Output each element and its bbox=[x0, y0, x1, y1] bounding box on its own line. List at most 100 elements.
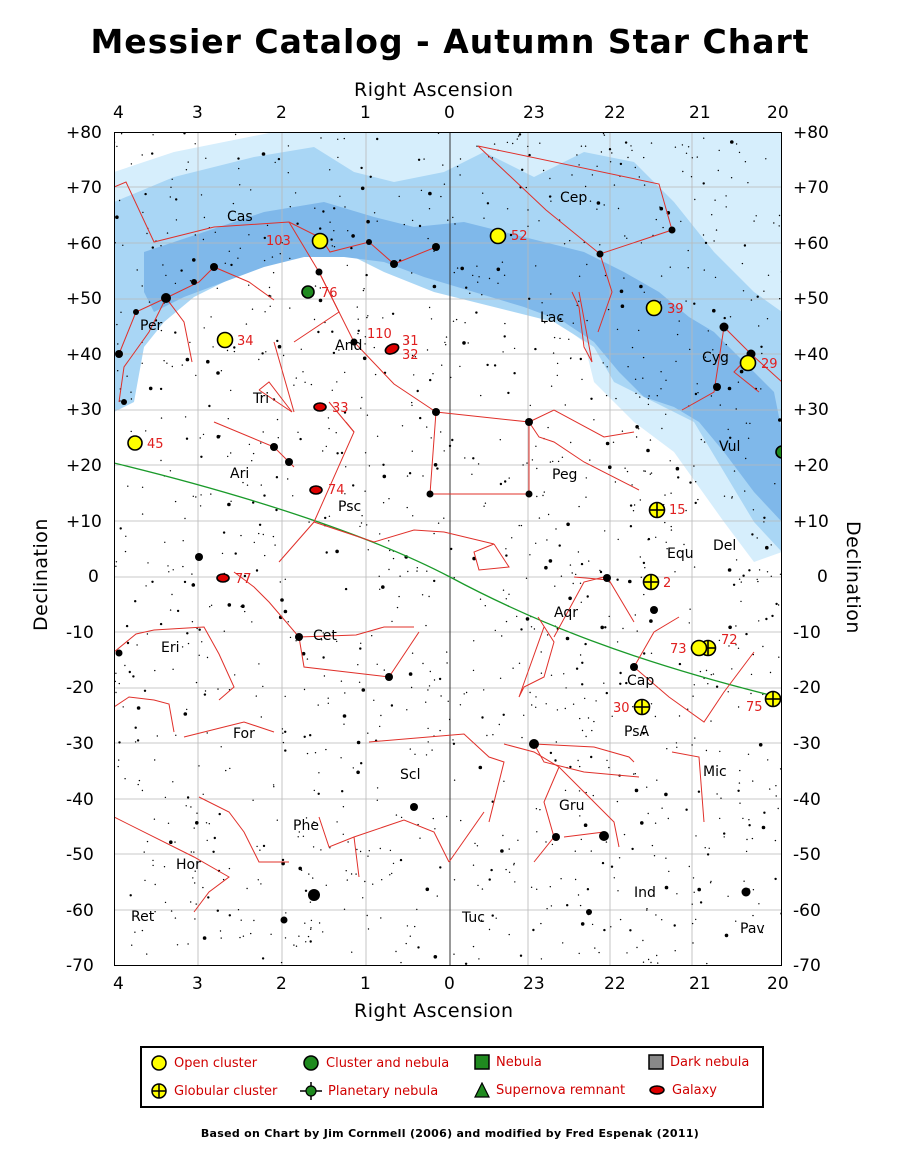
star bbox=[604, 530, 606, 532]
star bbox=[646, 448, 650, 453]
milky-way-inner bbox=[144, 202, 782, 522]
star bbox=[388, 540, 390, 542]
star bbox=[700, 438, 702, 441]
star bbox=[563, 243, 566, 245]
star bbox=[586, 888, 590, 891]
star bbox=[298, 866, 302, 871]
star bbox=[685, 509, 687, 512]
star bbox=[357, 329, 360, 332]
ra-tick: 0 bbox=[444, 103, 455, 123]
star bbox=[502, 713, 505, 716]
star bbox=[519, 954, 523, 957]
legend-label: Supernova remnant bbox=[496, 1082, 626, 1098]
star bbox=[433, 579, 436, 583]
star bbox=[276, 819, 278, 821]
star bbox=[146, 840, 149, 843]
star bbox=[446, 662, 448, 664]
star bbox=[367, 928, 370, 930]
star bbox=[392, 862, 395, 865]
star bbox=[167, 565, 169, 567]
ra-tick: 1 bbox=[360, 974, 371, 994]
legend-label: Dark nebula bbox=[670, 1054, 750, 1070]
star bbox=[227, 603, 232, 607]
ra-tick: 2 bbox=[276, 103, 287, 123]
star bbox=[534, 347, 537, 351]
star bbox=[381, 585, 385, 589]
star bbox=[738, 782, 741, 784]
star bbox=[259, 849, 261, 851]
star bbox=[422, 475, 424, 477]
star bbox=[174, 331, 177, 334]
star bbox=[651, 844, 654, 847]
star bbox=[620, 304, 625, 308]
star bbox=[277, 344, 282, 349]
star bbox=[649, 439, 652, 441]
star bbox=[425, 754, 428, 756]
star bbox=[266, 224, 269, 227]
star bbox=[730, 177, 733, 179]
constellation-label: Phe bbox=[293, 818, 319, 834]
dec-tick: +70 bbox=[66, 178, 102, 198]
star bbox=[429, 378, 432, 382]
star bbox=[355, 873, 357, 875]
star bbox=[322, 656, 325, 659]
messier-label: 52 bbox=[511, 229, 528, 244]
star bbox=[529, 554, 531, 556]
star bbox=[757, 580, 759, 583]
star bbox=[132, 675, 135, 678]
ra-tick: 21 bbox=[689, 103, 711, 123]
star bbox=[478, 765, 483, 770]
star bbox=[533, 628, 536, 630]
star bbox=[638, 428, 640, 430]
star bbox=[359, 850, 362, 853]
star bbox=[501, 635, 503, 637]
star bbox=[619, 289, 624, 294]
star bbox=[512, 667, 514, 669]
star bbox=[680, 220, 682, 223]
star bbox=[750, 299, 753, 301]
star bbox=[579, 357, 582, 361]
star bbox=[130, 398, 133, 400]
star bbox=[578, 300, 580, 302]
star bbox=[153, 818, 156, 820]
star bbox=[473, 640, 475, 642]
star bbox=[683, 543, 685, 546]
star bbox=[146, 232, 148, 235]
star bbox=[191, 573, 193, 575]
star bbox=[321, 639, 323, 641]
star bbox=[360, 642, 362, 644]
star bbox=[399, 858, 403, 862]
star bbox=[364, 880, 366, 883]
star bbox=[631, 484, 633, 486]
legend-label: Nebula bbox=[496, 1054, 542, 1070]
star bbox=[224, 262, 226, 264]
star bbox=[366, 914, 368, 917]
star bbox=[665, 857, 667, 859]
star bbox=[287, 172, 289, 174]
star bbox=[115, 565, 117, 567]
star bbox=[559, 337, 561, 340]
star bbox=[752, 780, 754, 782]
star bbox=[279, 253, 281, 255]
dec-axis-title-left: Declination bbox=[30, 518, 52, 631]
star bbox=[282, 741, 285, 744]
star bbox=[411, 652, 414, 654]
star bbox=[191, 583, 196, 587]
star bbox=[687, 267, 689, 269]
star bbox=[585, 791, 587, 794]
dec-tick: +60 bbox=[793, 234, 829, 254]
star bbox=[245, 323, 248, 325]
star bbox=[357, 318, 359, 320]
star bbox=[160, 459, 162, 462]
dec-tick: -20 bbox=[66, 678, 94, 698]
star bbox=[419, 837, 421, 839]
star bbox=[146, 953, 148, 955]
star bbox=[340, 680, 343, 682]
star bbox=[635, 392, 637, 395]
constellation-label: Del bbox=[713, 538, 736, 554]
star bbox=[225, 769, 227, 772]
star bbox=[307, 935, 310, 938]
star bbox=[186, 796, 190, 799]
star bbox=[635, 436, 638, 438]
star bbox=[459, 365, 461, 368]
